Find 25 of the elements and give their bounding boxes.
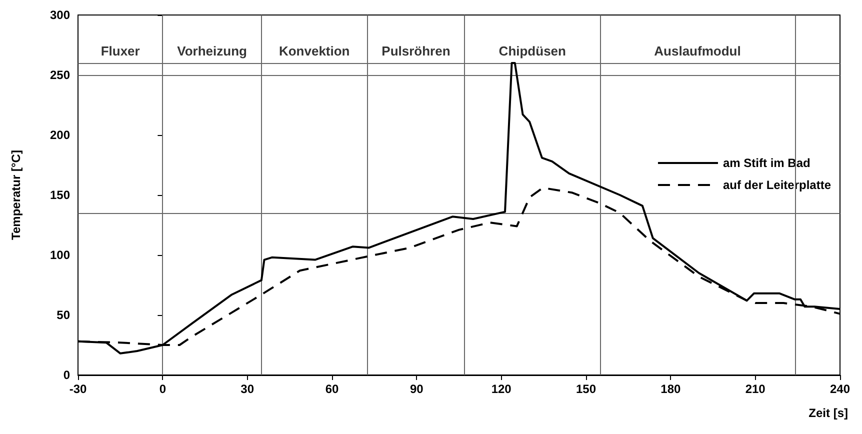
annotation: Vorheizung [177, 44, 248, 58]
x-tick-label: 120 [491, 382, 512, 396]
x-tick-label: 30 [240, 382, 254, 396]
x-tick-label: 210 [745, 382, 766, 396]
y-tick-label: 200 [50, 128, 70, 142]
x-tick-label: 90 [410, 382, 424, 396]
y-tick-label: 150 [50, 188, 70, 202]
y-tick-label: 250 [50, 68, 70, 82]
annotation: Pulsröhren [382, 44, 450, 58]
annotation: Chipdüsen [498, 44, 566, 58]
x-tick-label: 150 [576, 382, 596, 396]
y-tick-label: 100 [50, 248, 70, 262]
x-tick-label: 0 [159, 382, 166, 396]
x-tick-label: -30 [69, 382, 87, 396]
y-tick-label: 50 [56, 308, 70, 322]
x-tick-label: 60 [325, 382, 339, 396]
x-tick-label: 180 [660, 382, 681, 396]
x-axis-title: Zeit [s] [808, 406, 848, 420]
x-tick-label: 240 [830, 382, 850, 396]
y-tick-label: 0 [63, 368, 70, 382]
annotation: Fluxer [100, 44, 140, 58]
annotation: Auslaufmodul [654, 44, 741, 58]
y-tick-label: 300 [50, 8, 70, 22]
annotation: Konvektion [278, 44, 350, 58]
y-axis-title: Temperatur [°C] [9, 150, 23, 240]
